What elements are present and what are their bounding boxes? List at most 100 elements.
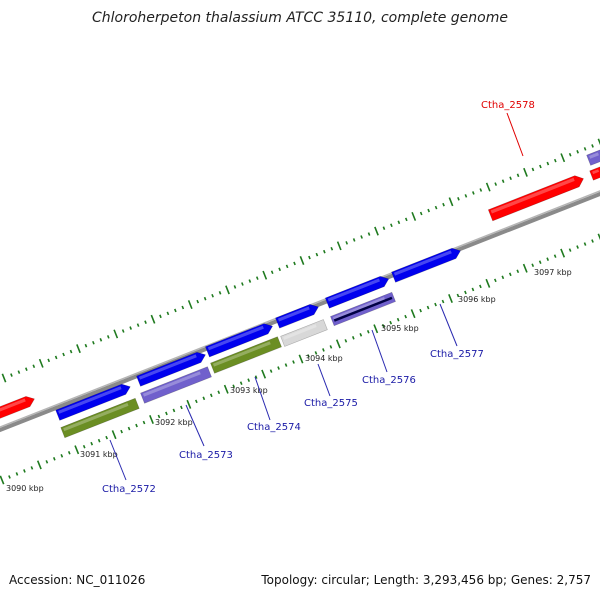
tick-mark [591,239,594,243]
tick-mark [335,339,341,349]
accession-text: Accession: NC_011026 [9,573,146,587]
tick-mark [84,343,88,348]
tick-mark [523,167,528,177]
tick-mark [254,375,258,379]
tick-mark [522,263,528,273]
tick-mark [225,285,230,295]
gene-arrow-right-edge-b [589,165,600,181]
tick-mark [69,349,73,354]
gene-labels: Ctha_2572 Ctha_2573 Ctha_2574 Ctha_2575 … [102,100,535,495]
tick-mark [186,399,192,409]
tick-mark [591,144,594,148]
tick-mark [344,339,348,343]
tick-mark [165,411,168,416]
gene-arrow-olive-1 [60,397,140,439]
tick-mark [76,344,81,354]
gene-label-ctha-2573: Ctha_2573 [179,450,233,461]
genome-summary: Topology: circular; Length: 3,293,456 bp… [261,573,591,587]
tick-mark [553,254,557,258]
gene-label-ctha-2578: Ctha_2578 [481,100,535,111]
tick-mark [262,270,268,280]
tick-mark [351,336,355,340]
tick-mark [419,308,422,313]
tick-mark [159,314,162,319]
tick-mark [232,384,236,389]
tick-mark [546,161,550,166]
tick-mark [218,291,222,295]
scale-label: 3090 kbp [6,484,44,493]
tick-mark [485,182,491,192]
tick-mark [367,232,371,236]
tick-mark [38,358,44,368]
tick-mark [105,435,108,440]
tick-mark [255,276,259,280]
tick-mark [323,249,326,254]
tick-mark [113,329,119,339]
tick-mark [397,220,401,225]
tick-mark [456,293,460,298]
tick-mark [404,217,408,222]
tick-mark [180,405,183,410]
tick-mark [472,191,475,195]
tick-mark [485,278,491,288]
tick-mark [270,270,274,275]
tick-mark [223,384,229,394]
tick-mark [36,460,42,470]
tick-mark [568,152,572,157]
gene-label-ctha-2575: Ctha_2575 [304,398,358,409]
tick-mark [261,369,267,379]
tick-mark [419,211,423,216]
tick-mark [136,323,140,327]
tick-mark [404,314,407,319]
tick-mark [196,299,200,304]
tick-mark [329,345,333,349]
scale-label: 3092 kbp [155,418,193,427]
outer-tick-ring [1,138,600,383]
gene-arrow-ctha-2574 [205,323,274,358]
scale-label: 3091 kbp [80,450,118,459]
tick-mark [67,450,71,455]
tick-mark [494,182,498,186]
tick-mark [0,475,5,485]
tick-mark [516,173,520,178]
tick-mark [172,408,176,413]
tick-mark [479,284,482,289]
tick-mark [23,469,26,473]
tick-mark [277,366,280,370]
tick-mark [74,445,80,455]
tick-mark [560,153,566,163]
tick-mark [60,454,64,458]
tick-mark [121,329,125,333]
tick-mark [278,267,281,272]
tick-mark [427,208,430,213]
scale-label: 3097 kbp [534,268,572,277]
tick-mark [441,299,445,304]
tick-mark [106,335,110,339]
gene-arrow-purple-1 [140,366,212,404]
tick-mark [120,429,123,434]
tick-mark [583,242,587,246]
gene-arrow-purple-2 [330,291,396,327]
tick-mark [322,348,325,352]
tick-mark [157,414,161,419]
tick-mark [127,426,131,431]
tick-mark [597,233,600,241]
tick-mark [99,338,103,342]
tick-mark [298,354,304,364]
tick-mark [150,314,156,324]
tick-mark [546,257,550,261]
tick-mark [241,282,244,286]
tick-mark [531,167,535,172]
gene-arrow-ctha-2575 [275,304,319,329]
tick-mark [174,308,177,313]
tick-mark [597,138,600,146]
tick-mark [471,287,475,292]
scale-label: 3095 kbp [381,324,419,333]
tick-mark [307,354,310,358]
tick-mark [345,241,349,245]
tick-mark [396,317,400,322]
tick-mark [54,355,58,360]
tick-mark [448,197,454,207]
tick-mark [135,423,138,428]
tick-mark [434,302,437,307]
